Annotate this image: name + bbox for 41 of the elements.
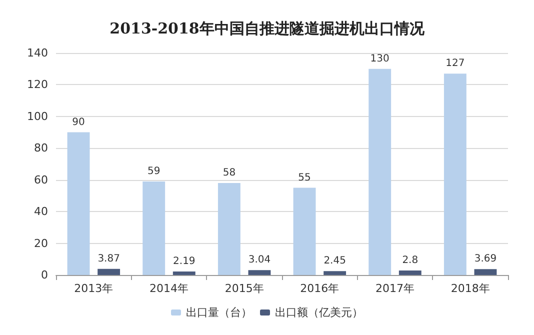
bar [293, 188, 316, 275]
y-tick-label: 100 [27, 110, 48, 123]
x-tick-label: 2016年 [300, 282, 340, 295]
legend-label: 出口额（亿美元） [275, 306, 363, 319]
bar [368, 68, 392, 275]
data-label: 59 [147, 166, 160, 177]
y-tick-label: 80 [34, 142, 48, 155]
y-tick-label: 140 [27, 46, 48, 60]
data-label: 2.19 [173, 256, 196, 268]
y-tick-label: 60 [34, 173, 48, 186]
bar [444, 74, 466, 275]
y-tick-label: 40 [34, 205, 48, 218]
bar [248, 270, 271, 275]
data-label: 3.87 [98, 253, 120, 264]
bar [398, 270, 422, 275]
legend-label: 出口量（台） [186, 306, 252, 319]
x-tick-label: 2013年 [74, 282, 114, 295]
data-label: 2.45 [324, 256, 346, 267]
x-tick-label: 2017年 [376, 282, 414, 295]
y-tick-label: 0 [41, 268, 48, 282]
bar [218, 183, 240, 275]
data-label: 2.8 [402, 255, 418, 266]
y-tick-label: 20 [34, 236, 48, 250]
x-tick-label: 2014年 [150, 282, 188, 295]
bar [98, 268, 120, 275]
x-tick-label: 2015年 [224, 282, 264, 295]
data-label: 58 [222, 168, 236, 179]
bar [142, 181, 166, 275]
data-label: 127 [446, 58, 465, 70]
bar [172, 272, 196, 275]
y-tick-label: 120 [27, 78, 48, 92]
data-label: 3.04 [248, 254, 271, 266]
bar [67, 132, 90, 275]
chart-title: 2013-2018年中国自推进隧道掘进机出口情况 [110, 20, 426, 38]
data-label: 130 [370, 53, 390, 64]
data-label: 55 [298, 172, 311, 184]
x-tick-label: 2018年 [450, 282, 490, 295]
data-label: 3.69 [474, 254, 497, 265]
bar [474, 269, 497, 275]
data-label: 90 [72, 116, 85, 128]
bar [324, 271, 346, 275]
